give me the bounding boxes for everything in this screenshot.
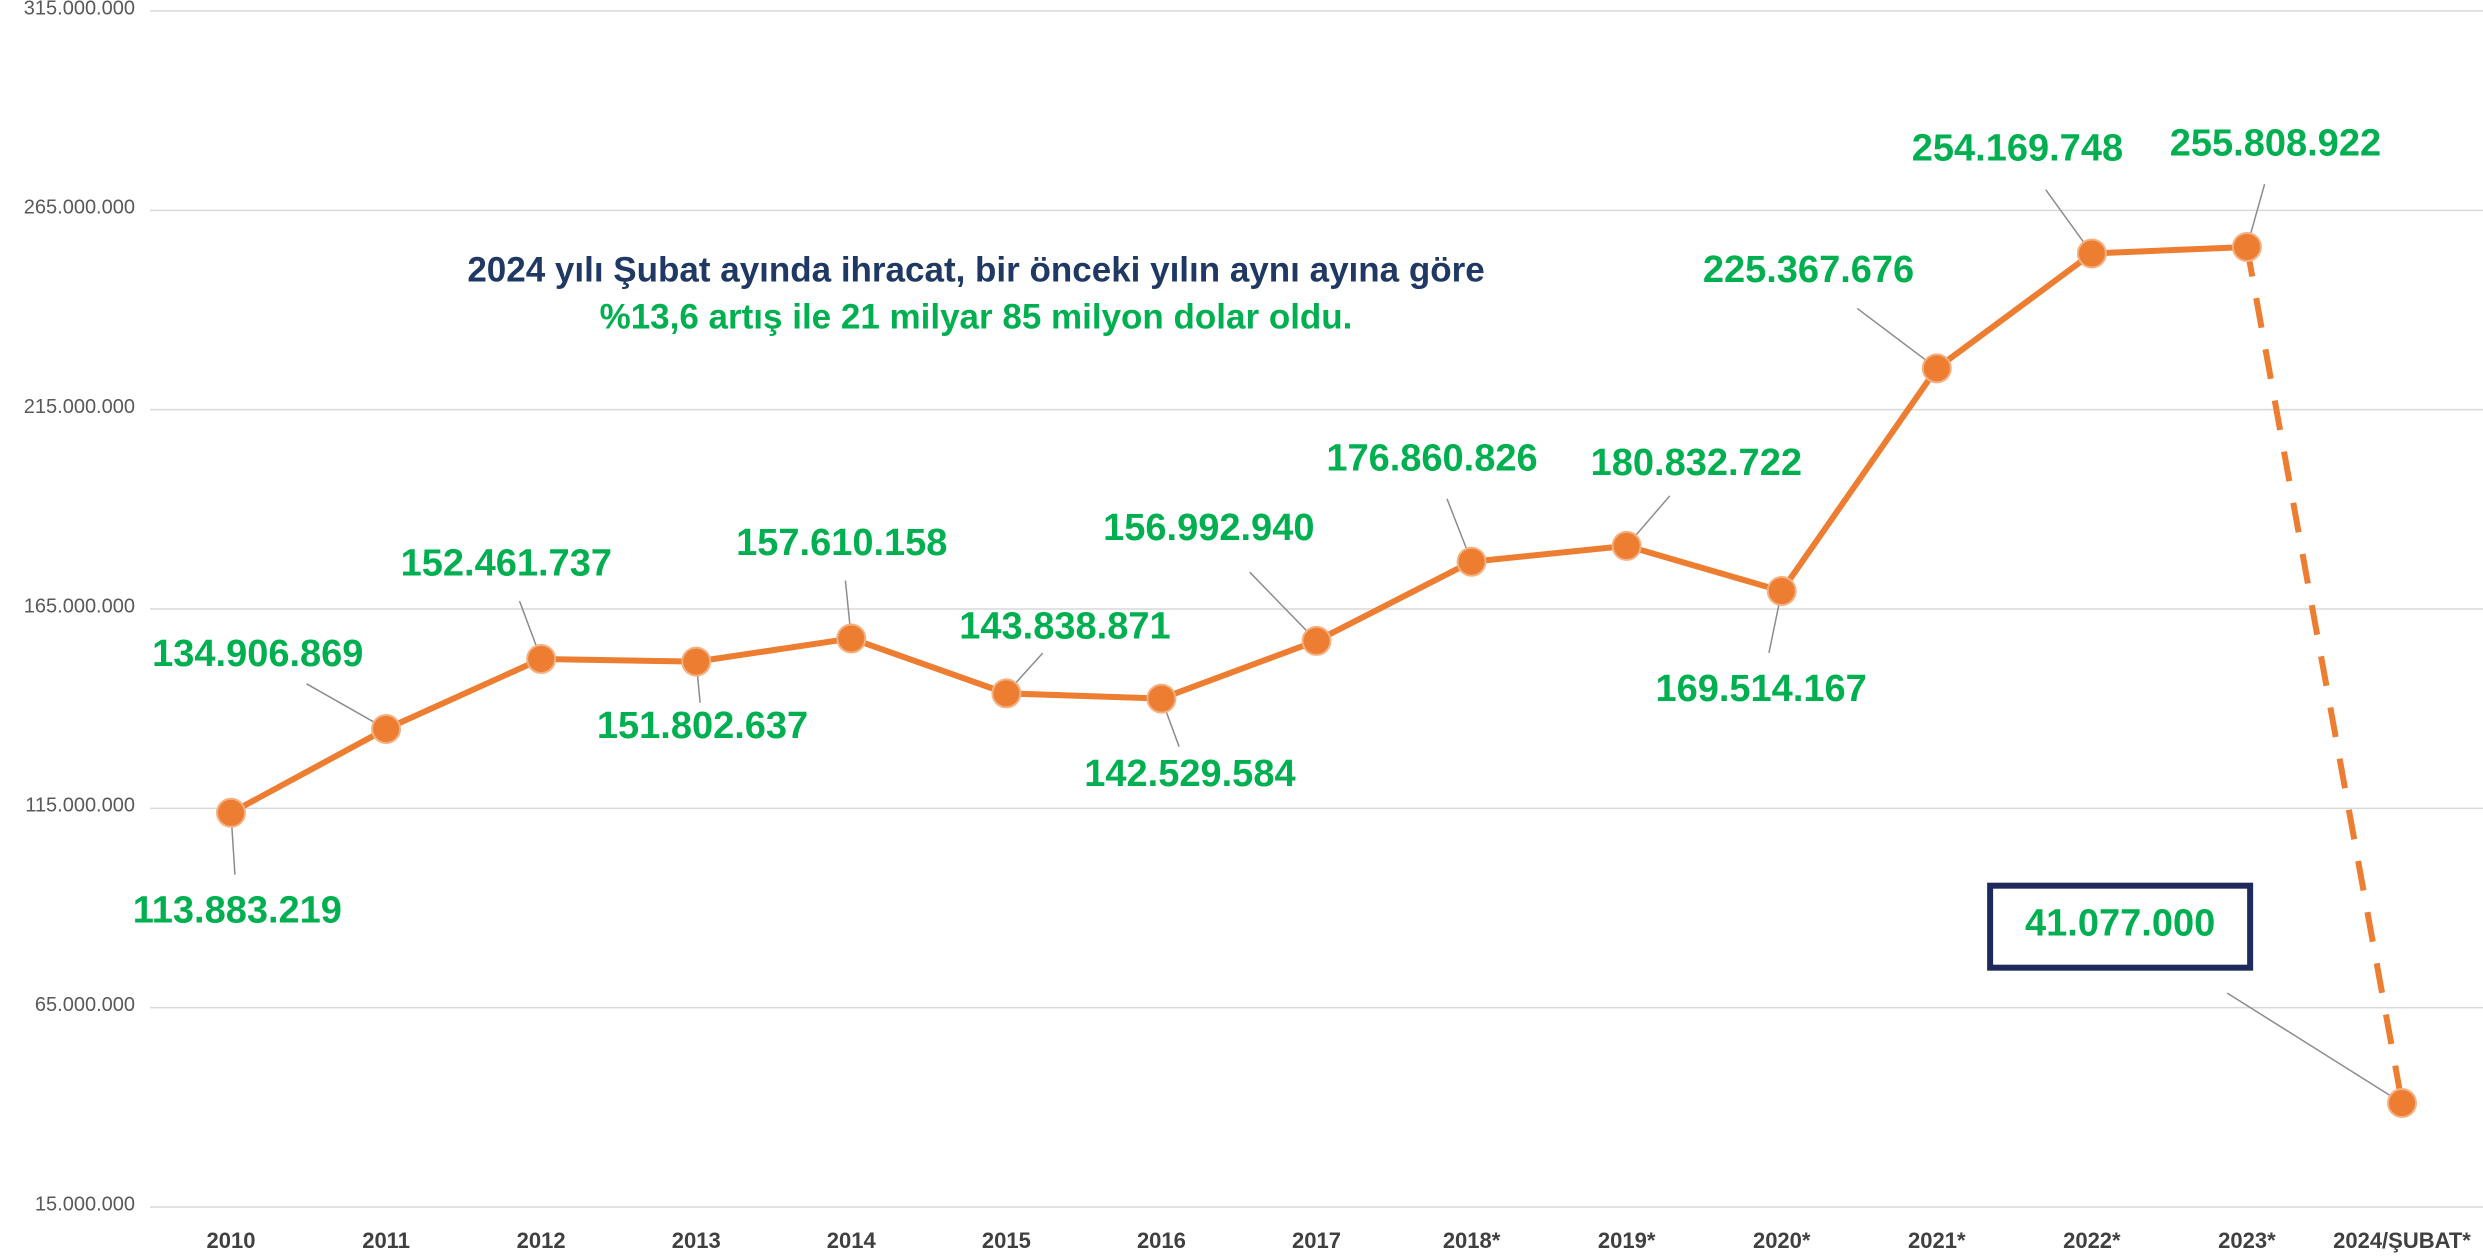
data-label: 151.802.637 (597, 705, 808, 747)
data-label: 41.077.000 (2025, 903, 2215, 945)
x-tick-label: 2018* (1443, 1228, 1501, 1253)
line-dashed (2243, 246, 2405, 1104)
data-label: 180.832.722 (1591, 442, 1802, 484)
marker (1146, 683, 1177, 714)
data-label: 113.883.219 (133, 890, 342, 932)
marker (836, 623, 867, 654)
data-label: 142.529.584 (1084, 753, 1295, 795)
marker (216, 797, 246, 828)
leader-line (1856, 307, 1938, 369)
x-tick-label: 2016 (1137, 1228, 1186, 1253)
marker (2387, 1088, 2417, 1119)
data-label: 176.860.826 (1326, 437, 1537, 479)
data-label: 254.169.748 (1912, 128, 2123, 170)
y-tick-label: 115.000.000 (25, 795, 135, 817)
leader-line (2226, 992, 2403, 1104)
x-tick-label: 2022* (2063, 1228, 2121, 1253)
x-tick-label: 2014 (827, 1228, 877, 1253)
leader-line (306, 683, 387, 730)
marker (371, 713, 402, 744)
x-tick-label: 2019* (1598, 1228, 1656, 1253)
data-label: 225.367.676 (1703, 249, 1914, 291)
y-tick-label: 15.000.000 (35, 1193, 135, 1215)
marker (991, 678, 1022, 709)
marker (681, 646, 712, 677)
x-tick-label: 2015 (982, 1228, 1031, 1253)
y-tick-label: 315.000.000 (24, 0, 135, 19)
x-tick-label: 2017 (1292, 1228, 1341, 1253)
data-label: 134.906.869 (152, 633, 363, 675)
x-tick-label: 2011 (362, 1228, 410, 1253)
x-tick-label: 2023* (2218, 1228, 2276, 1253)
y-tick-label: 215.000.000 (24, 396, 135, 418)
marker (1456, 546, 1487, 577)
marker (2231, 231, 2262, 262)
x-tick-label: 2012 (517, 1228, 566, 1253)
y-tick-label: 65.000.000 (35, 994, 135, 1016)
marker (1766, 576, 1797, 607)
data-label: 255.808.922 (2170, 123, 2381, 165)
data-label: 169.514.167 (1655, 668, 1866, 710)
marker (526, 643, 557, 674)
data-label: 157.610.158 (736, 522, 947, 564)
x-tick-label: 2024/ŞUBAT* (2333, 1228, 2471, 1253)
x-tick-label: 2013 (672, 1228, 721, 1253)
y-tick-label: 265.000.000 (24, 197, 135, 219)
y-tick-label: 165.000.000 (24, 595, 135, 617)
marker (1921, 353, 1952, 384)
line (229, 243, 2248, 816)
marker (1301, 625, 1332, 656)
leader-line (1249, 571, 1318, 642)
marker (1611, 530, 1642, 561)
x-tick-label: 2020* (1753, 1228, 1811, 1253)
data-label: 143.838.871 (959, 605, 1170, 647)
x-tick-label: 2021* (1908, 1228, 1966, 1253)
annotation: 2024 yılı Şubat ayında ihracat, bir önce… (467, 250, 1484, 289)
data-label: 156.992.940 (1103, 507, 1314, 549)
x-tick-label: 2010 (207, 1228, 256, 1253)
annotation: %13,6 artış ile 21 milyar 85 milyon dola… (600, 297, 1353, 336)
label-box (1987, 882, 2254, 971)
data-label: 152.461.737 (401, 543, 612, 585)
marker (2076, 238, 2107, 269)
